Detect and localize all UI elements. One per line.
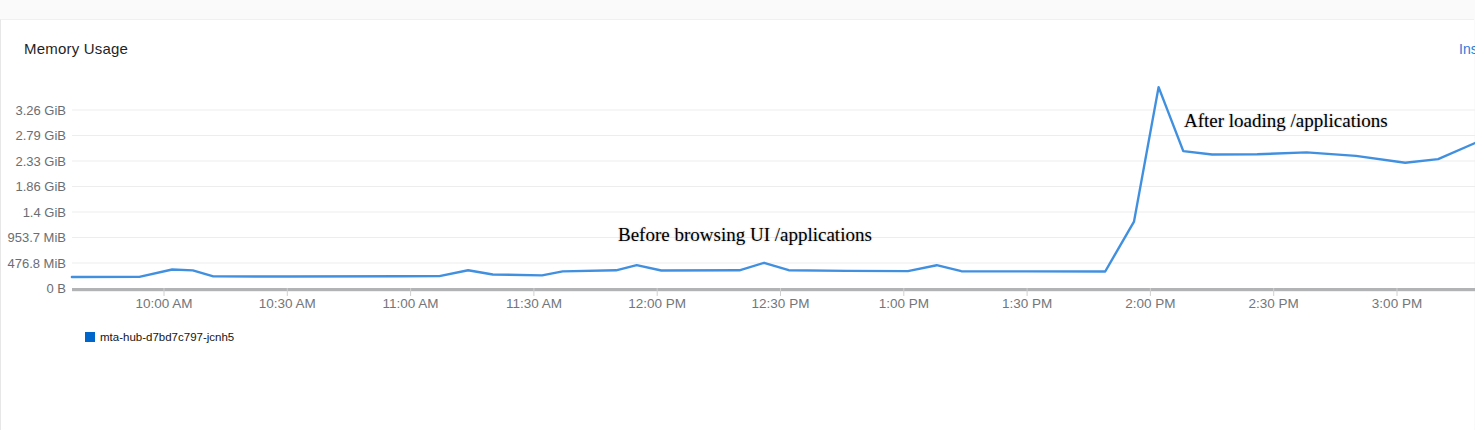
x-tick-label: 2:00 PM (1125, 296, 1175, 311)
x-tick-label: 3:00 PM (1372, 296, 1422, 311)
memory-usage-chart: 10:00 AM 10:30 AM 11:00 AM 11:30 AM 12:00 PM… (0, 0, 1475, 430)
y-tick-label: 953.7 MiB (7, 230, 66, 245)
y-tick-label: 1.86 GiB (15, 179, 66, 194)
x-tick-label: 12:00 PM (628, 296, 686, 311)
x-tick-label: 10:30 AM (259, 296, 316, 311)
annotation-after-loading: After loading /applications (1184, 110, 1388, 132)
x-tick-label: 1:00 PM (879, 296, 929, 311)
x-tick-label: 10:00 AM (135, 296, 192, 311)
legend-swatch-icon (85, 332, 95, 342)
legend-item-pod[interactable]: mta-hub-d7bd7c797-jcnh5 (85, 331, 234, 343)
y-tick-label: 2.79 GiB (15, 128, 66, 143)
y-tick-label: 2.33 GiB (15, 154, 66, 169)
annotation-before-browsing: Before browsing UI /applications (618, 224, 872, 246)
x-tick-label: 2:30 PM (1249, 296, 1299, 311)
y-tick-label: 0 B (46, 281, 66, 296)
legend-label: mta-hub-d7bd7c797-jcnh5 (100, 331, 234, 343)
x-tick-label: 1:30 PM (1002, 296, 1052, 311)
y-tick-label: 476.8 MiB (7, 256, 66, 271)
x-tick-label: 11:30 AM (506, 296, 562, 311)
x-tick-label: 12:30 PM (752, 296, 810, 311)
y-tick-label: 3.26 GiB (15, 103, 66, 118)
y-tick-label: 1.4 GiB (23, 205, 66, 220)
x-tick-label: 11:00 AM (383, 296, 439, 311)
x-axis-bar (72, 288, 1475, 291)
